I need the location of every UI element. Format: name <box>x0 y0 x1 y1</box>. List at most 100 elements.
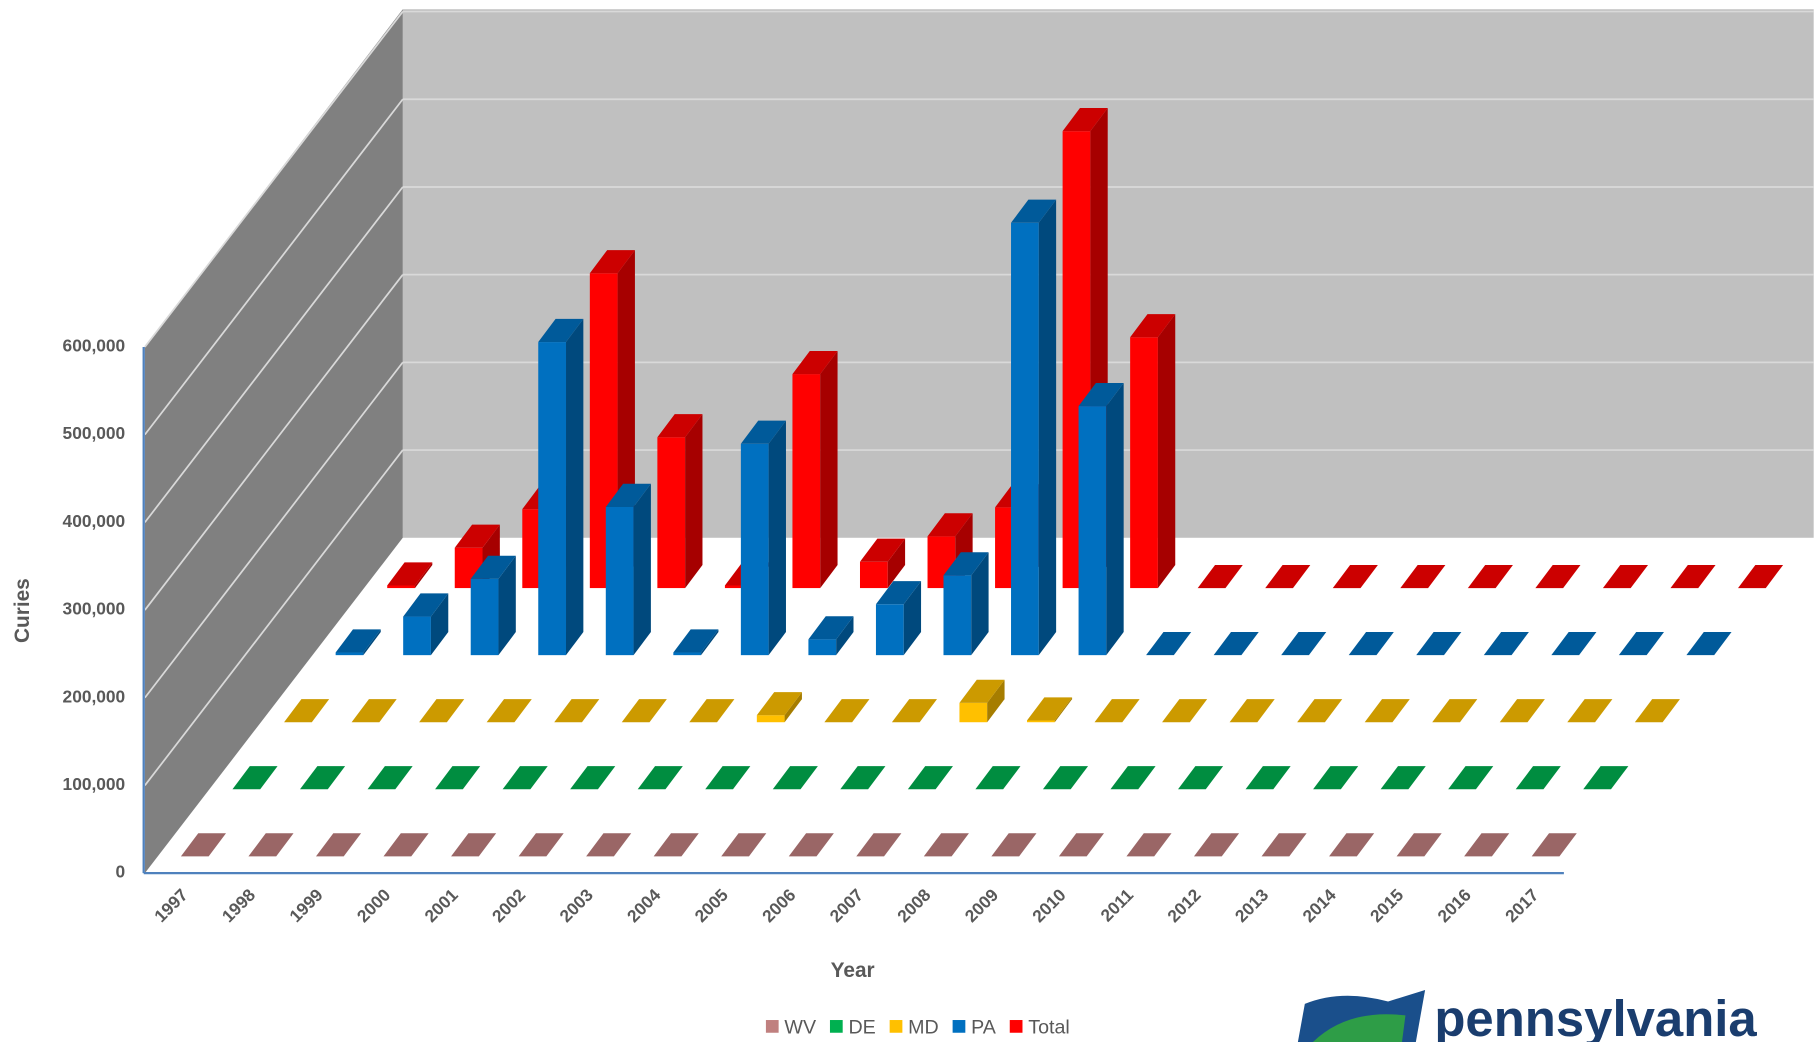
bar-top <box>907 766 953 790</box>
bar-side <box>971 552 989 656</box>
bar-side <box>1106 382 1124 656</box>
bar-front <box>875 604 904 656</box>
bar-top <box>1058 833 1105 857</box>
bar <box>383 833 429 857</box>
bar-top <box>1297 699 1343 723</box>
bar <box>788 833 834 857</box>
bar-top <box>621 699 667 723</box>
grid-line <box>144 186 404 523</box>
bar-top <box>315 833 362 857</box>
bar-top <box>689 699 735 723</box>
legend-label: PA <box>971 1016 997 1038</box>
bar-top <box>1396 833 1442 857</box>
y-tick-label: 500,000 <box>63 423 126 443</box>
bar <box>1737 564 1784 589</box>
x-tick-label: 2000 <box>353 885 394 926</box>
bar-front <box>1078 406 1107 656</box>
bar <box>1551 632 1597 656</box>
bar-top <box>502 766 548 790</box>
bar-top <box>1126 833 1172 857</box>
bar-front <box>724 585 753 589</box>
bar-top <box>470 555 516 579</box>
bar-top <box>1515 766 1561 790</box>
bar <box>1329 833 1375 857</box>
bar <box>1297 699 1343 723</box>
bar <box>1499 699 1545 723</box>
bar-top <box>367 766 413 790</box>
bar <box>673 629 719 656</box>
legend-swatch <box>952 1020 966 1033</box>
bar <box>1531 833 1577 857</box>
bar <box>367 766 413 790</box>
bar-top <box>403 593 449 617</box>
bar-top <box>454 524 500 548</box>
bar-top <box>673 629 719 653</box>
logo-mark <box>1312 1014 1406 1042</box>
grid-line <box>144 449 404 786</box>
bar-top <box>859 538 906 562</box>
bar-top <box>1364 699 1410 723</box>
bar-top <box>1313 766 1359 790</box>
bar <box>637 766 683 790</box>
logo: pennsylvania <box>1297 990 1757 1042</box>
bar <box>538 318 584 656</box>
bar-top <box>792 350 838 375</box>
bar <box>1011 199 1057 656</box>
bar-top <box>705 766 751 790</box>
bar-top <box>1551 632 1597 656</box>
bar-front <box>1130 337 1158 589</box>
bar <box>1515 766 1561 790</box>
logo-text: pennsylvania <box>1434 990 1757 1042</box>
bar <box>419 699 465 723</box>
grid-line <box>144 361 404 699</box>
legend-swatch <box>829 1020 843 1033</box>
bar-top <box>1332 564 1378 589</box>
bar <box>284 699 330 723</box>
bar-top <box>1130 314 1176 338</box>
bar-top <box>740 420 786 444</box>
bar-side <box>1054 697 1073 723</box>
bar <box>1162 699 1208 723</box>
x-tick-label: 2002 <box>488 885 529 926</box>
bar-front <box>859 561 888 589</box>
bar <box>1583 766 1629 790</box>
x-tick-label: 2014 <box>1298 884 1340 926</box>
legend-swatch <box>889 1020 903 1033</box>
bar <box>943 552 989 656</box>
bar <box>1178 766 1224 790</box>
bar <box>335 629 381 656</box>
bar <box>300 766 346 790</box>
bar <box>1567 699 1613 723</box>
bar-top <box>1026 697 1073 721</box>
bar-top <box>1178 766 1224 790</box>
bar-side <box>820 350 838 589</box>
bar-front <box>792 374 821 589</box>
x-tick-label: 2009 <box>961 885 1002 926</box>
bar-top <box>637 766 683 790</box>
bar <box>470 555 516 656</box>
bar-top <box>824 699 870 723</box>
bar-top <box>1686 632 1732 656</box>
bar-front <box>605 506 634 656</box>
bar <box>1348 632 1394 656</box>
bar-top <box>808 616 854 640</box>
bar-top <box>1348 632 1394 656</box>
bar-top <box>856 833 902 857</box>
bar <box>1686 632 1732 656</box>
bar <box>1261 833 1307 857</box>
bar <box>1130 314 1176 589</box>
bar <box>1078 382 1124 656</box>
x-tick-label: 2010 <box>1028 885 1069 926</box>
bar <box>907 766 953 790</box>
bar-top <box>419 699 465 723</box>
bar-top <box>387 562 433 586</box>
bar-front <box>756 715 785 723</box>
bar-top <box>721 833 767 857</box>
bar-top <box>772 766 818 790</box>
bar <box>1094 699 1140 723</box>
bar-top <box>1380 766 1426 790</box>
bar-top <box>959 679 1005 703</box>
bar <box>705 766 751 790</box>
bar <box>1400 564 1446 589</box>
bar <box>721 833 767 857</box>
